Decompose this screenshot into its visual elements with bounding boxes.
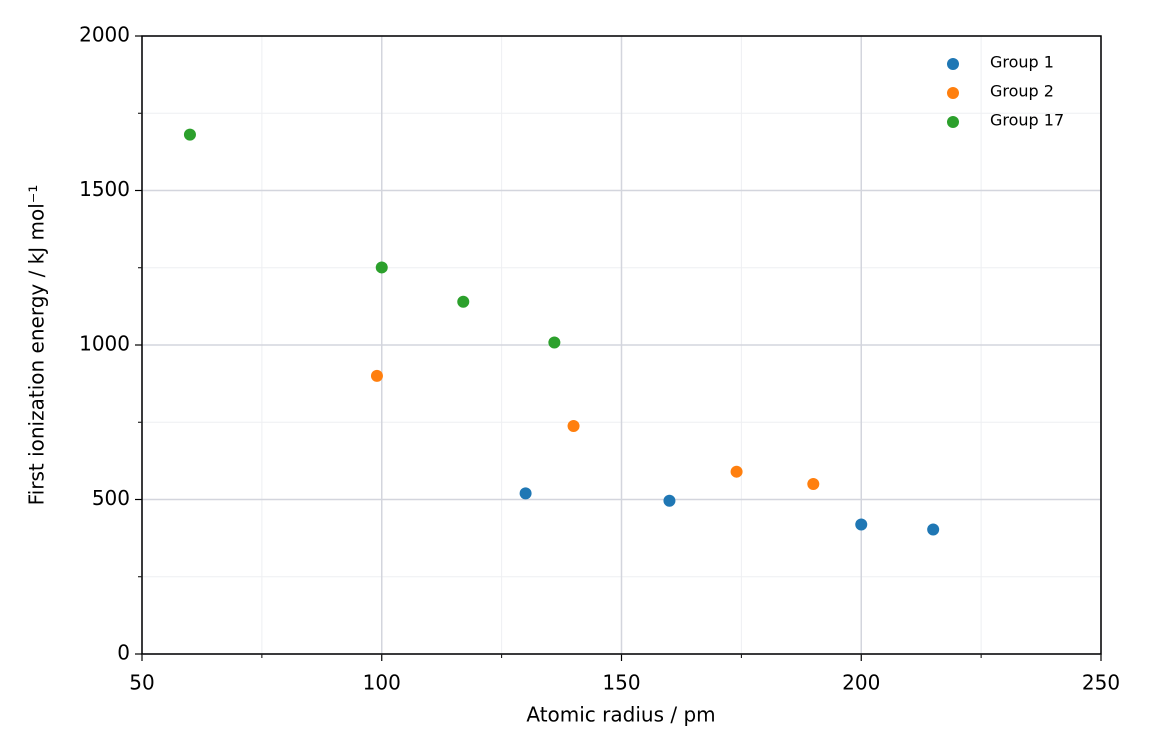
legend-label: Group 2 <box>990 82 1054 101</box>
plot-frame <box>141 35 1102 655</box>
legend-marker <box>947 116 959 128</box>
legend-label: Group 1 <box>990 53 1054 72</box>
point <box>370 369 383 382</box>
legend-marker <box>947 58 959 70</box>
y-axis-label: First ionization energy / kJ mol⁻¹ <box>25 185 49 506</box>
x-tick-label: 250 <box>1082 671 1120 695</box>
point <box>548 336 561 349</box>
point <box>855 518 868 531</box>
legend-label: Group 17 <box>990 111 1064 130</box>
point <box>927 523 940 536</box>
legend-marker <box>947 87 959 99</box>
point <box>807 478 820 491</box>
point <box>567 419 580 432</box>
point <box>519 487 532 500</box>
x-tick-label: 150 <box>602 671 640 695</box>
y-tick-label: 1000 <box>79 332 130 356</box>
point <box>183 128 196 141</box>
y-tick-label: 0 <box>117 641 130 665</box>
point <box>663 494 676 507</box>
y-tick-label: 2000 <box>79 23 130 47</box>
y-tick-label: 500 <box>92 486 130 510</box>
x-tick-label: 200 <box>842 671 880 695</box>
x-tick-label: 50 <box>129 671 154 695</box>
x-axis-label: Atomic radius / pm <box>526 703 715 727</box>
point <box>457 295 470 308</box>
point <box>730 465 743 478</box>
y-tick-label: 1500 <box>79 177 130 201</box>
x-tick-label: 100 <box>363 671 401 695</box>
point <box>375 261 388 274</box>
